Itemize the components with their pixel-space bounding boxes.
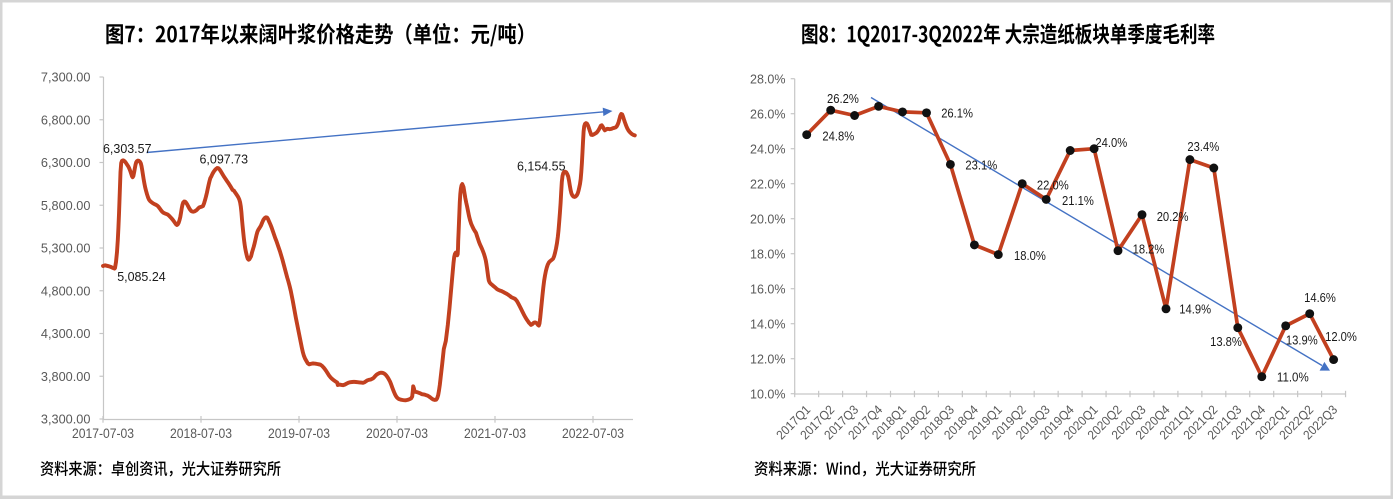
- svg-text:14.0%: 14.0%: [750, 316, 786, 331]
- svg-text:12.0%: 12.0%: [750, 351, 786, 366]
- svg-text:13.9%: 13.9%: [1286, 333, 1318, 347]
- svg-text:2021-07-03: 2021-07-03: [464, 426, 526, 441]
- svg-text:6,303.57: 6,303.57: [103, 141, 152, 156]
- svg-text:5,800.00: 5,800.00: [41, 198, 91, 213]
- svg-text:22.0%: 22.0%: [750, 176, 786, 191]
- svg-text:24.0%: 24.0%: [1095, 136, 1127, 150]
- svg-text:12.0%: 12.0%: [1325, 330, 1357, 344]
- svg-text:2019-07-03: 2019-07-03: [268, 426, 330, 441]
- svg-text:18.0%: 18.0%: [750, 246, 786, 261]
- svg-text:6,097.73: 6,097.73: [200, 152, 249, 167]
- svg-text:10.0%: 10.0%: [750, 386, 786, 401]
- svg-text:11.0%: 11.0%: [1277, 371, 1309, 385]
- svg-text:6,300.00: 6,300.00: [41, 155, 91, 170]
- svg-text:4,300.00: 4,300.00: [41, 326, 91, 341]
- svg-text:26.0%: 26.0%: [750, 106, 786, 121]
- svg-text:14.6%: 14.6%: [1304, 291, 1336, 305]
- svg-text:18.2%: 18.2%: [1133, 243, 1165, 257]
- svg-text:20.0%: 20.0%: [750, 211, 786, 226]
- svg-text:6,154.55: 6,154.55: [517, 159, 566, 174]
- svg-text:26.2%: 26.2%: [827, 92, 859, 106]
- svg-text:4,800.00: 4,800.00: [41, 283, 91, 298]
- svg-text:2020-07-03: 2020-07-03: [366, 426, 428, 441]
- svg-text:24.0%: 24.0%: [750, 141, 786, 156]
- svg-text:2022-07-03: 2022-07-03: [562, 426, 624, 441]
- svg-text:18.0%: 18.0%: [1014, 249, 1046, 263]
- svg-text:2017-07-03: 2017-07-03: [72, 426, 134, 441]
- svg-text:5,085.24: 5,085.24: [117, 269, 166, 284]
- svg-text:21.1%: 21.1%: [1062, 194, 1094, 208]
- svg-text:14.9%: 14.9%: [1179, 303, 1211, 317]
- svg-text:3,800.00: 3,800.00: [41, 369, 91, 384]
- svg-text:7,300.00: 7,300.00: [41, 70, 91, 85]
- svg-text:22.0%: 22.0%: [1037, 179, 1069, 193]
- svg-text:6,800.00: 6,800.00: [41, 112, 91, 127]
- svg-text:16.0%: 16.0%: [750, 281, 786, 296]
- svg-text:5,300.00: 5,300.00: [41, 241, 91, 256]
- svg-text:2018-07-03: 2018-07-03: [170, 426, 232, 441]
- svg-text:24.8%: 24.8%: [822, 129, 854, 143]
- svg-text:20.2%: 20.2%: [1157, 210, 1189, 224]
- svg-text:28.0%: 28.0%: [750, 71, 786, 86]
- svg-text:23.4%: 23.4%: [1187, 140, 1219, 154]
- svg-text:23.1%: 23.1%: [965, 159, 997, 173]
- svg-text:3,300.00: 3,300.00: [41, 412, 91, 427]
- svg-text:13.8%: 13.8%: [1210, 335, 1242, 349]
- svg-text:26.1%: 26.1%: [941, 107, 973, 121]
